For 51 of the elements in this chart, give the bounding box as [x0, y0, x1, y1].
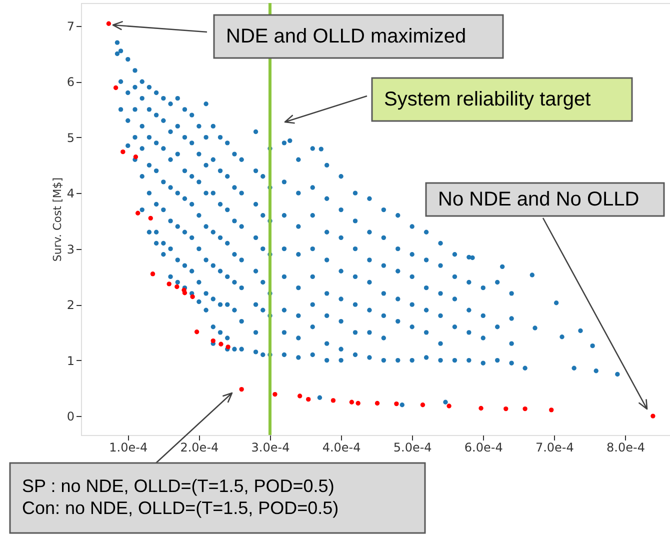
point	[420, 402, 426, 408]
y-tick-label: 0	[66, 410, 74, 424]
x-tick-label: 6.0e-4	[464, 440, 503, 454]
point	[210, 338, 216, 344]
x-tick-label: 4.0e-4	[322, 440, 361, 454]
y-tick-label: 3	[66, 242, 74, 256]
point	[166, 282, 172, 286]
annotation: NDE and OLLD maximized	[226, 26, 466, 48]
text: SP : no NDE, OLLD=(T=1.5, POD=0.5) Con: no NDE, OLLD=(T=1.5, POD=0.5)	[22, 476, 339, 518]
point	[218, 342, 224, 346]
point	[106, 21, 112, 26]
point	[306, 396, 311, 402]
point	[239, 386, 244, 392]
x-tick-label: 3.0e-4	[251, 440, 290, 454]
y-tick-label: 6	[66, 75, 74, 90]
point	[174, 284, 180, 290]
point	[349, 400, 354, 404]
y-tick-label: 1	[66, 354, 74, 368]
point	[549, 408, 554, 412]
y-tick-label: 7	[66, 19, 74, 34]
point	[446, 404, 452, 408]
point	[297, 394, 302, 398]
point	[272, 392, 278, 397]
y-tick-label: 5	[66, 130, 74, 145]
point	[374, 400, 380, 406]
point	[478, 406, 484, 411]
point	[133, 154, 138, 160]
point	[113, 85, 118, 90]
point	[150, 272, 156, 276]
point	[356, 400, 360, 406]
x-tick-label: 5.0e-4	[393, 440, 432, 454]
point	[394, 401, 399, 406]
annotation: No NDE and No OLLD	[438, 188, 640, 210]
x-tick-label: 8.0e-4	[606, 440, 645, 454]
x-tick-label: 2.0e-4	[180, 440, 219, 454]
x-tick-label: 1.0e-4	[109, 440, 148, 454]
point	[330, 398, 336, 403]
point	[522, 406, 528, 412]
point	[182, 290, 188, 296]
point	[148, 216, 153, 221]
point	[120, 149, 126, 154]
point	[194, 330, 200, 334]
point	[504, 406, 508, 412]
point	[190, 294, 195, 300]
x-tick-label: 7.0e-4	[535, 440, 574, 454]
y-axis-title: Surv. Cost [M$]	[50, 177, 64, 262]
y-tick-label: 4	[66, 186, 74, 201]
annotation: System reliability target	[384, 88, 592, 110]
point	[650, 414, 656, 418]
point	[135, 210, 140, 216]
y-tick-label: 2	[66, 298, 74, 312]
